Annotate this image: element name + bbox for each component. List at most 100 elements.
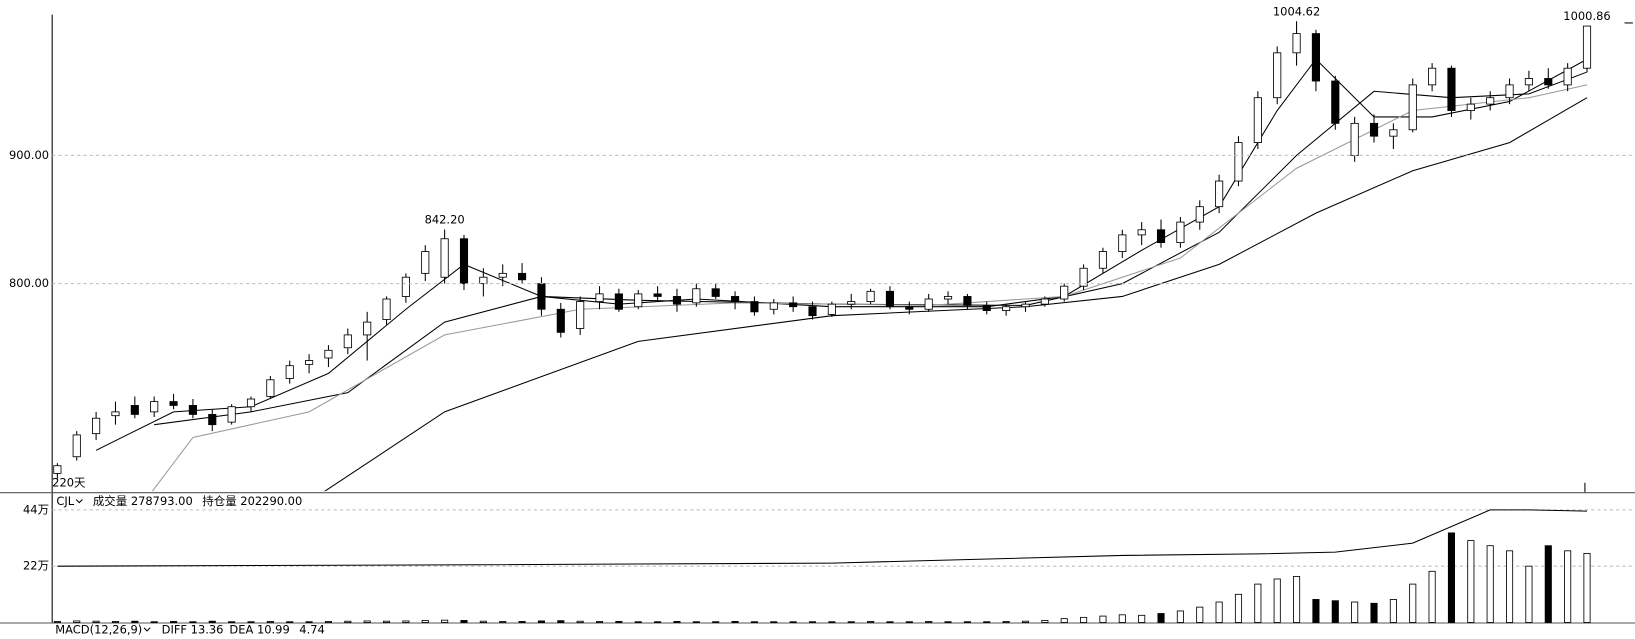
- candle-body: [363, 321, 372, 336]
- candle-body: [1021, 303, 1030, 308]
- candle-body: [459, 238, 469, 285]
- candle-body: [808, 306, 817, 317]
- volume-bar: [673, 621, 681, 623]
- volume-bar: [1157, 613, 1165, 623]
- volume-bar: [1544, 545, 1552, 623]
- moving-average: [95, 58, 1588, 451]
- volume-label: 成交量 278793.00: [93, 494, 193, 508]
- volume-bar: [847, 621, 855, 623]
- volume-bar: [731, 621, 739, 623]
- candle-body: [1098, 251, 1108, 269]
- volume-bar: [170, 621, 178, 623]
- candle-body: [1002, 306, 1011, 311]
- volume-bar: [518, 621, 526, 623]
- volume-bar: [1293, 575, 1301, 623]
- volume-bar: [53, 621, 61, 623]
- candle-body: [1447, 67, 1456, 111]
- volume-bar: [189, 621, 197, 623]
- volume-bar: [460, 620, 468, 623]
- candle-body: [1466, 103, 1475, 111]
- volume-bar: [73, 620, 81, 623]
- candle-body: [866, 290, 875, 302]
- candle-body: [1563, 67, 1572, 86]
- candle-body: [1060, 285, 1069, 300]
- volume-bar: [111, 621, 120, 623]
- volume-bar: [324, 621, 332, 623]
- candle-body: [518, 272, 527, 281]
- candle-body: [343, 334, 352, 349]
- volume-bar: [1176, 610, 1184, 623]
- candle-body: [92, 417, 101, 435]
- volume-bar: [228, 621, 236, 623]
- candle-body: [1369, 122, 1379, 137]
- candle-body: [421, 251, 430, 274]
- dropdown-icon[interactable]: [143, 627, 151, 632]
- volume-bar: [1331, 600, 1339, 623]
- volume-bar: [1312, 599, 1320, 623]
- volume-bar: [421, 620, 429, 623]
- candle-body: [576, 301, 585, 329]
- volume-bar: [983, 621, 991, 623]
- volume-bar: [1234, 593, 1243, 623]
- candle-body: [1234, 142, 1243, 182]
- candle-body: [150, 401, 159, 413]
- volume-bar: [925, 621, 933, 623]
- y-tick-label: 800.00: [9, 276, 49, 290]
- volume-bar: [963, 621, 971, 623]
- candle-body: [1273, 52, 1282, 99]
- candle-body: [963, 296, 972, 306]
- candle-body: [208, 413, 217, 426]
- candle-body: [1505, 84, 1514, 99]
- volume-bar: [266, 621, 274, 623]
- volume-bar: [1389, 599, 1397, 623]
- candle-body: [1486, 97, 1495, 105]
- volume-bar: [1370, 602, 1378, 623]
- candle-body: [1350, 122, 1359, 156]
- period-label: 220天: [52, 475, 86, 489]
- macd-label: MACD(12,26,9): [55, 622, 142, 635]
- volume-bar: [886, 621, 894, 623]
- candle-body: [827, 303, 836, 315]
- candle-body: [711, 288, 720, 297]
- dropdown-icon[interactable]: [75, 499, 83, 504]
- candle-body: [1040, 298, 1049, 305]
- volume-bar: [1060, 618, 1068, 623]
- candle-body: [285, 365, 294, 379]
- volume-bar: [1021, 620, 1030, 623]
- candle-body: [227, 406, 236, 423]
- volume-bar: [615, 621, 623, 623]
- candle-body: [382, 298, 391, 320]
- volume-bar: [305, 621, 313, 623]
- candle-body: [614, 293, 623, 310]
- candle-body: [692, 288, 701, 304]
- volume-bar: [402, 620, 410, 623]
- candle-body: [750, 301, 759, 313]
- volume-bar: [537, 620, 545, 623]
- candle-body: [634, 293, 643, 308]
- candle-body: [324, 349, 333, 359]
- volume-bar: [944, 621, 952, 623]
- volume-bar: [1486, 545, 1494, 623]
- candle-body: [72, 434, 81, 458]
- volume-bar: [828, 621, 836, 623]
- volume-bar: [1118, 614, 1126, 623]
- volume-bar: [595, 621, 604, 623]
- candle-body: [401, 276, 410, 297]
- volume-bar: [1196, 606, 1204, 623]
- candle-body: [1311, 33, 1321, 82]
- volume-bar: [286, 621, 294, 623]
- candle-body: [653, 293, 662, 297]
- candle-body: [440, 238, 449, 278]
- candle-body: [188, 405, 197, 415]
- dea-label: DEA 10.99: [229, 622, 289, 635]
- candle-body: [1215, 180, 1224, 208]
- vol-tick-label: 22万: [23, 559, 49, 573]
- volume-bar: [808, 621, 817, 623]
- candle-body: [1079, 267, 1088, 287]
- volume-bar: [150, 621, 158, 623]
- candle-body: [53, 465, 62, 474]
- candle-body: [1408, 84, 1417, 131]
- volume-bar: [363, 620, 371, 623]
- volume-bar: [479, 620, 487, 623]
